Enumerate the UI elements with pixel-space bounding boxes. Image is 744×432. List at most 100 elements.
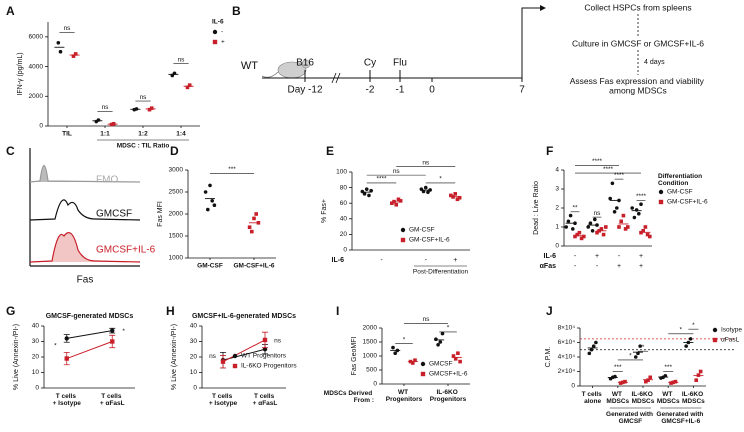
x-tick-label: T cells alone xyxy=(582,391,604,405)
data-point xyxy=(595,230,599,235)
data-point xyxy=(421,189,426,194)
data-point xyxy=(252,216,256,221)
significance-label: ns xyxy=(140,94,148,101)
data-point xyxy=(599,227,604,231)
x-tick-label: 1:1 xyxy=(100,131,110,138)
data-point xyxy=(203,190,208,194)
day-label: -2 xyxy=(366,85,375,96)
data-point xyxy=(630,206,634,210)
panel-title: GMCSF+IL-6-generated MDSCs xyxy=(192,313,296,320)
mouse-icon xyxy=(261,59,311,79)
data-point xyxy=(648,375,653,380)
row-value: + xyxy=(595,253,599,260)
legend-marker xyxy=(212,39,218,45)
data-point xyxy=(573,221,577,225)
data-point xyxy=(110,339,115,344)
data-point xyxy=(589,347,594,352)
data-point xyxy=(367,193,371,198)
y-tick-label: 20 xyxy=(340,231,348,238)
data-point xyxy=(588,221,593,225)
significance-label: ns xyxy=(178,56,186,63)
data-point xyxy=(172,71,177,76)
significance-label: *** xyxy=(228,166,236,173)
data-point xyxy=(64,336,69,341)
row-value: - xyxy=(596,263,599,270)
y-tick-label: 2000 xyxy=(169,211,184,218)
data-point xyxy=(451,354,456,358)
y-tick-label: 1000 xyxy=(363,353,378,360)
y-tick-label: 30 xyxy=(190,338,198,345)
legend-marker xyxy=(420,371,426,377)
data-point xyxy=(360,189,365,194)
legend-label: GM-CSF+IL-6 xyxy=(409,237,450,244)
panel-letter: C xyxy=(6,144,15,158)
histogram-label: GMCSF+IL-6 xyxy=(96,245,156,256)
y-tick-label: 1 xyxy=(555,224,559,231)
data-point xyxy=(573,234,577,239)
step-note: 4 days xyxy=(644,59,665,66)
data-point xyxy=(673,379,678,384)
data-point xyxy=(646,378,650,382)
y-tick-label: 1500 xyxy=(169,233,184,240)
data-point xyxy=(696,373,701,377)
y-tick-label: 2 xyxy=(555,205,559,212)
data-point xyxy=(187,83,192,87)
y-tick-label: 20 xyxy=(190,354,198,361)
y-tick-label: 0 xyxy=(193,385,197,392)
x-tick-label: TIL xyxy=(62,131,72,138)
data-point xyxy=(423,185,428,190)
y-tick-label: 2000 xyxy=(363,325,378,332)
y-tick-label: 3000 xyxy=(169,167,184,174)
legend-marker xyxy=(658,199,664,205)
day-label: 7 xyxy=(519,85,525,96)
x-tick-label: WT MDSCs xyxy=(606,391,629,405)
data-point xyxy=(604,225,608,229)
significance-label: **** xyxy=(603,166,614,173)
y-axis-label: Fas GeoMFI xyxy=(351,337,358,376)
significance-label: * xyxy=(439,176,442,183)
data-point xyxy=(632,215,637,220)
data-point xyxy=(362,192,367,196)
y-tick-label: 10 xyxy=(32,369,40,376)
data-point xyxy=(110,328,115,333)
legend-label: IL-6KO Progenitors xyxy=(241,363,297,370)
data-point xyxy=(247,225,252,229)
legend-marker xyxy=(400,237,406,243)
data-point xyxy=(597,229,601,233)
data-point xyxy=(633,355,638,359)
significance-label: ns xyxy=(64,25,72,32)
data-point xyxy=(254,212,258,216)
data-point xyxy=(686,340,691,345)
significance-label: * xyxy=(54,342,57,349)
y-tick-label: 2×10⁴ xyxy=(558,368,576,375)
legend-label: GM-CSF xyxy=(667,189,693,196)
legend-label: GM-CSF xyxy=(409,227,435,234)
legend-label: αFasL xyxy=(721,337,740,344)
data-point xyxy=(582,234,586,239)
data-point xyxy=(220,359,226,364)
data-point xyxy=(111,121,116,126)
data-point xyxy=(428,188,432,192)
data-point xyxy=(671,380,676,385)
x-tick-label: T cells + αFasL xyxy=(100,393,125,407)
data-point xyxy=(71,54,76,58)
y-tick-label: 80 xyxy=(340,184,348,191)
data-point xyxy=(109,122,114,127)
y-axis-label: C.P.M. xyxy=(545,347,552,368)
data-point xyxy=(453,192,458,196)
y-tick-label: 4×10⁴ xyxy=(558,354,576,361)
data-point xyxy=(639,230,643,235)
x-tick-label: T cells + Isotype xyxy=(209,393,238,407)
data-point xyxy=(634,208,639,212)
data-point xyxy=(623,379,627,384)
significance-label: **** xyxy=(376,176,387,183)
data-point xyxy=(398,199,403,203)
data-point xyxy=(147,107,152,112)
data-point xyxy=(694,378,699,382)
significance-label: ** xyxy=(572,205,578,212)
y-tick-label: 20 xyxy=(32,354,40,361)
group-label: Generated with GMCSF+IL-6 xyxy=(656,411,705,425)
y-tick-label: 4 xyxy=(555,167,559,174)
y-tick-label: 500 xyxy=(366,367,377,374)
panel-letter: J xyxy=(546,304,553,318)
